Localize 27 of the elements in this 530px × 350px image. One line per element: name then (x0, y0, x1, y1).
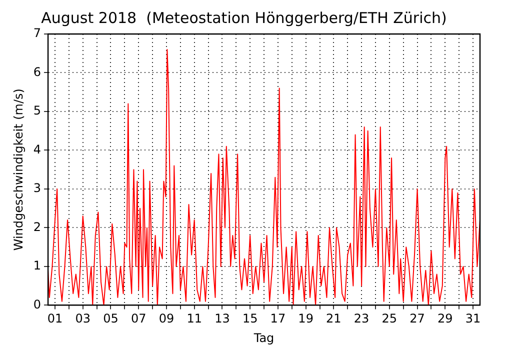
y-tick-label: 4 (33, 142, 42, 156)
x-axis-title: Tag (252, 330, 274, 345)
x-tick-label: 01 (47, 312, 63, 326)
x-tick-label: 23 (354, 312, 370, 326)
x-tick-label: 13 (214, 312, 230, 326)
x-tick-label: 29 (438, 312, 453, 326)
x-tick-label: 21 (326, 312, 342, 326)
x-tick-label: 11 (186, 312, 202, 326)
x-tick-label: 25 (382, 312, 398, 326)
x-tick-label: 05 (103, 312, 118, 326)
x-tick-label: 27 (410, 312, 425, 326)
x-tick-label: 19 (298, 312, 314, 326)
y-axis-title: Windgeschwindigkeit (m/s) (11, 88, 26, 251)
y-tick-label: 1 (33, 258, 42, 273)
y-tick-label: 2 (33, 220, 42, 234)
x-tick-label: 07 (130, 312, 146, 326)
y-tick-label: 3 (33, 181, 42, 196)
y-tick-label: 0 (33, 297, 42, 312)
y-tick-label: 5 (33, 104, 42, 118)
x-tick-label: 15 (242, 312, 258, 326)
x-tick-label: 17 (270, 312, 286, 326)
y-tick-label: 7 (33, 26, 42, 40)
y-tick-label: 6 (33, 64, 42, 79)
chart-title: August 2018 (Meteostation Hönggerberg/ETH Zürich) (41, 8, 447, 27)
x-tick-label: 09 (158, 312, 174, 326)
x-tick-label: 03 (75, 312, 91, 326)
x-tick-label: 31 (465, 312, 481, 326)
